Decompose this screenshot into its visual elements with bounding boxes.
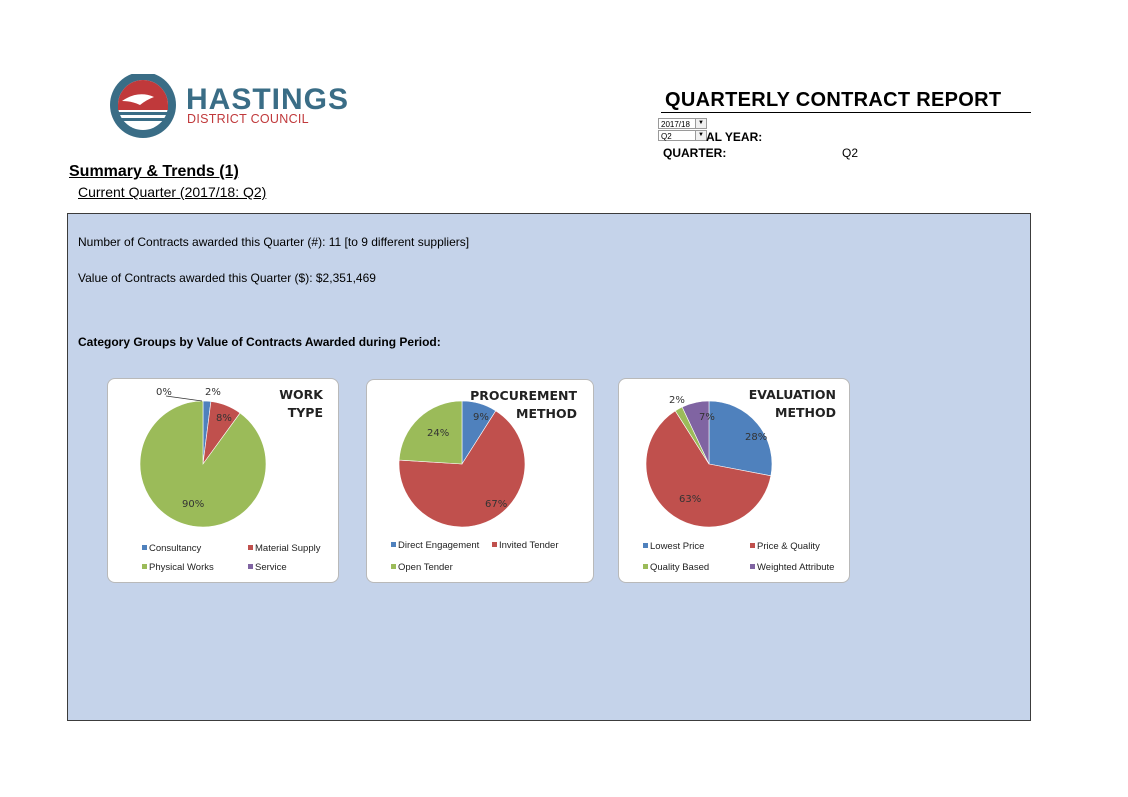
chart-title-line: METHOD bbox=[775, 405, 836, 420]
chart-title-line: TYPE bbox=[288, 405, 323, 420]
legend-label-open-tender: Open Tender bbox=[398, 562, 453, 573]
legend-swatch bbox=[492, 542, 497, 547]
legend-swatch bbox=[248, 545, 253, 550]
fiscal-year-label: AL YEAR: bbox=[706, 130, 763, 144]
data-label: 2% bbox=[205, 387, 221, 398]
chart-title-line: PROCUREMENT bbox=[470, 388, 577, 403]
work-type-chart: WORK TYPE 2% 8% 90% 0% Consultancy Material Sup… bbox=[107, 378, 339, 583]
legend-label-lowest-price: Lowest Price bbox=[650, 541, 704, 552]
legend-label-weighted-attribute: Weighted Attribute bbox=[757, 562, 834, 573]
logo-subtitle: DISTRICT COUNCIL bbox=[187, 112, 309, 126]
legend-label-direct-engagement: Direct Engagement bbox=[398, 540, 480, 551]
legend-swatch bbox=[391, 542, 396, 547]
data-label: 9% bbox=[473, 412, 489, 423]
data-label: 67% bbox=[485, 499, 507, 510]
legend-swatch bbox=[142, 545, 147, 550]
chart-title-line: METHOD bbox=[516, 406, 577, 421]
section-title: Summary & Trends (1) bbox=[69, 163, 239, 180]
legend-label-consultancy: Consultancy bbox=[149, 543, 202, 554]
legend-swatch bbox=[643, 543, 648, 548]
quarter-label: QUARTER: bbox=[663, 146, 727, 160]
data-label: 7% bbox=[699, 412, 715, 423]
procurement-method-chart: PROCUREMENT METHOD 9% 67% 24% Direct Engageme… bbox=[366, 379, 594, 583]
title-underline bbox=[661, 112, 1031, 113]
data-label: 8% bbox=[216, 413, 232, 424]
evaluation-method-chart: EVALUATION METHOD 28% 63% 2% 7% Lowest Price Pr… bbox=[618, 378, 850, 583]
data-label: 0% bbox=[156, 387, 172, 398]
quarter-value: Q2 bbox=[842, 146, 859, 160]
pie-slice-lowest-price bbox=[708, 400, 773, 477]
legend-label-invited-tender: Invited Tender bbox=[499, 540, 559, 551]
chevron-down-icon[interactable]: ▼ bbox=[695, 119, 706, 128]
pie-slice-invited-tender bbox=[398, 410, 526, 528]
data-label: 63% bbox=[679, 494, 701, 505]
chart-title-line: EVALUATION bbox=[749, 387, 836, 402]
pie-slice-price-quality bbox=[645, 410, 772, 528]
legend-label-price-quality: Price & Quality bbox=[757, 541, 820, 552]
data-label: 90% bbox=[182, 499, 204, 510]
section-subtitle: Current Quarter (2017/18: Q2) bbox=[78, 184, 267, 200]
legend-label-material-supply: Material Supply bbox=[255, 543, 321, 554]
data-label: 28% bbox=[745, 432, 767, 443]
quarter-dropdown[interactable]: Q2 ▼ bbox=[658, 130, 707, 141]
legend-swatch bbox=[750, 543, 755, 548]
quarter-dropdown-value: Q2 bbox=[661, 132, 672, 141]
data-label: 2% bbox=[669, 395, 685, 406]
legend-swatch bbox=[142, 564, 147, 569]
report-title: QUARTERLY CONTRACT REPORT bbox=[665, 89, 1002, 111]
leader-line bbox=[165, 395, 203, 402]
category-heading: Category Groups by Value of Contracts Aw… bbox=[78, 335, 441, 349]
data-label: 24% bbox=[427, 428, 449, 439]
chart-title-line: WORK bbox=[279, 387, 324, 402]
year-dropdown-value: 2017/18 bbox=[661, 120, 690, 129]
pie-slice-open-tender bbox=[398, 400, 463, 465]
legend-swatch bbox=[750, 564, 755, 569]
legend-swatch bbox=[643, 564, 648, 569]
legend-swatch bbox=[248, 564, 253, 569]
chevron-down-icon[interactable]: ▼ bbox=[695, 131, 706, 140]
pie-slice-weighted-attribute bbox=[681, 400, 710, 465]
contract-value-line: Value of Contracts awarded this Quarter … bbox=[78, 271, 376, 285]
year-dropdown[interactable]: 2017/18 ▼ bbox=[658, 118, 707, 129]
legend-label-physical-works: Physical Works bbox=[149, 562, 214, 573]
legend-label-quality-based: Quality Based bbox=[650, 562, 709, 573]
legend-label-service: Service bbox=[255, 562, 287, 573]
legend-swatch bbox=[391, 564, 396, 569]
contract-count-line: Number of Contracts awarded this Quarter… bbox=[78, 235, 470, 249]
pie-slice-physical-works bbox=[139, 400, 267, 528]
hastings-logo bbox=[110, 74, 176, 138]
logo-word: HASTINGS bbox=[186, 83, 350, 116]
